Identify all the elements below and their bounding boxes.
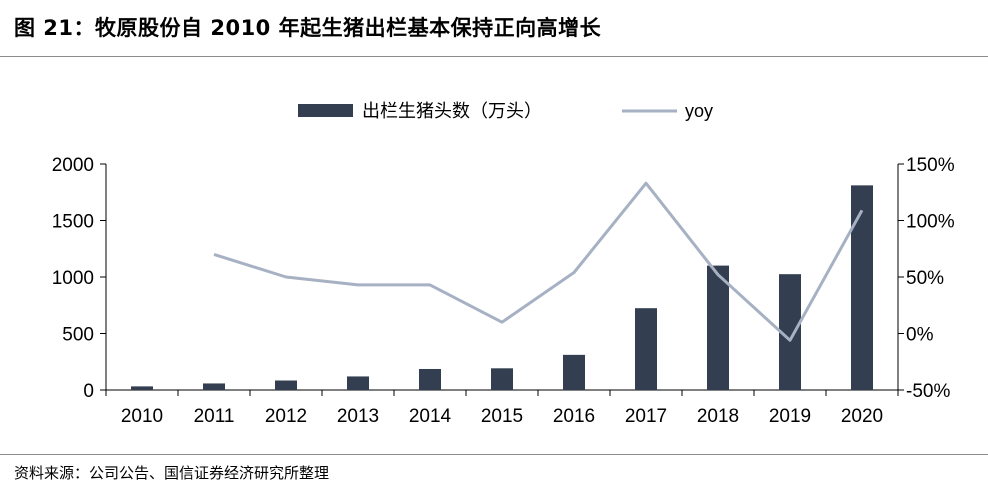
- figure-title: 图 21：牧原股份自 2010 年起生猪出栏基本保持正向高增长: [14, 16, 602, 40]
- x-tick-label: 2018: [697, 406, 739, 427]
- x-tick-label: 2017: [625, 406, 667, 427]
- x-tick-label: 2019: [769, 406, 811, 427]
- bar: [131, 386, 153, 390]
- y-right-tick-label: -50%: [906, 381, 950, 402]
- bar: [707, 265, 729, 390]
- bar: [491, 368, 513, 390]
- y-right-tick-label: 0%: [906, 325, 934, 346]
- y-left-tick-label: 0: [83, 381, 94, 402]
- x-tick-label: 2011: [194, 406, 235, 427]
- bar: [851, 185, 873, 390]
- yoy-line: [213, 181, 864, 342]
- y-left-tick-label: 1000: [52, 268, 94, 289]
- x-tick-label: 2014: [409, 406, 452, 427]
- x-tick-label: 2020: [841, 406, 883, 427]
- bar: [635, 308, 657, 390]
- bar: [419, 368, 441, 390]
- plot-area: 0 500 1000 1500 2000 -50% 0% 50% 100% 150% 2010 201…: [52, 155, 955, 427]
- x-tick-label: 2010: [121, 406, 163, 427]
- legend-bar-swatch: [298, 104, 353, 117]
- bar: [779, 274, 801, 390]
- y-right-tick-label: 150%: [906, 155, 955, 176]
- title-divider: [0, 56, 988, 57]
- bar: [347, 376, 369, 390]
- x-tick-label: 2013: [337, 406, 379, 427]
- x-tick-label: 2015: [481, 406, 523, 427]
- bar: [203, 383, 225, 390]
- y-left-tick-label: 500: [62, 325, 94, 346]
- source-note: 资料来源：公司公告、国信证券经济研究所整理: [14, 464, 330, 482]
- legend-bar-label: 出栏生猪头数（万头）: [362, 101, 542, 121]
- y-right-tick-label: 50%: [906, 268, 944, 289]
- x-tick-label: 2016: [553, 406, 595, 427]
- y-left-tick-label: 2000: [52, 155, 94, 176]
- legend-line-label: yoy: [685, 101, 713, 121]
- y-left-tick-label: 1500: [52, 212, 94, 233]
- y-right-tick-label: 100%: [906, 212, 955, 233]
- bar: [563, 354, 585, 390]
- x-tick-label: 2012: [265, 406, 307, 427]
- footer-divider: [0, 454, 988, 455]
- legend: 出栏生猪头数（万头） yoy: [298, 101, 713, 121]
- bar: [275, 380, 297, 390]
